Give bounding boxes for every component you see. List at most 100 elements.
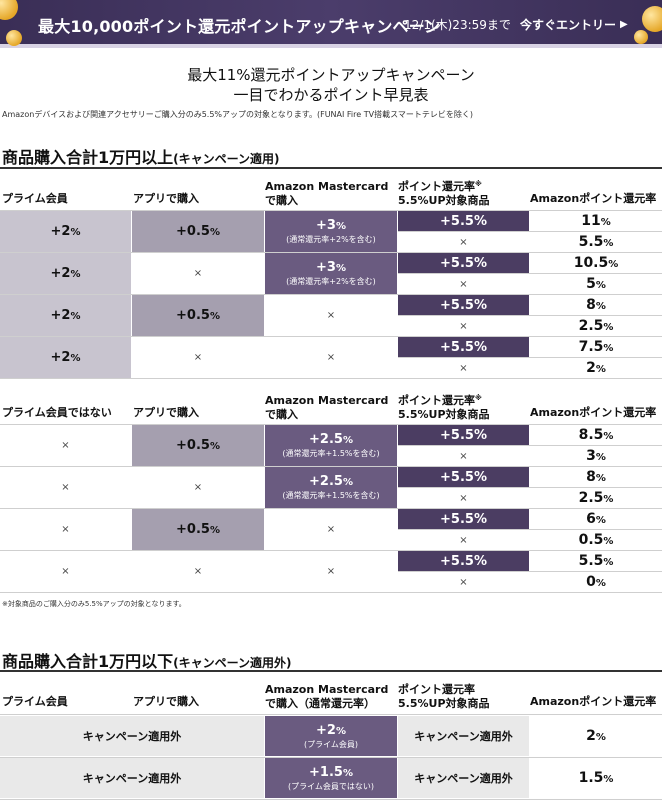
prime-cell-unit: %: [70, 227, 81, 238]
amazon-rate-cell: 7.5%: [530, 337, 662, 357]
app-cell-number: +0.5: [176, 308, 210, 323]
mastercard-cell-unit: %: [342, 767, 353, 779]
amazon-rate-value: 8.5%: [579, 427, 614, 443]
cross-mark: ×: [326, 352, 336, 363]
header-point-up-line: ポイント還元率: [398, 180, 475, 193]
header-amazon-rate-line: Amazonポイント還元率: [530, 406, 657, 419]
amazon-rate-cell: 5.5%: [530, 551, 662, 571]
mastercard-cell: ×: [265, 551, 397, 592]
amazon-rate-unit: %: [595, 364, 606, 375]
cross-mark: ×: [193, 268, 203, 279]
point-up-value: +5.5%: [440, 297, 487, 313]
amazon-rate-cell: 6%: [530, 509, 662, 529]
point-up-value: +5.5%: [440, 553, 487, 569]
prime-cell-value: +2%: [51, 224, 81, 239]
amazon-rate-number: 0.5: [578, 532, 604, 548]
prime-cell: +2%: [0, 295, 131, 336]
mastercard-cell: +2.5% (通常還元率+1.5%を含む): [265, 467, 397, 508]
app-cell: ×: [132, 253, 264, 294]
row-divider: [0, 550, 662, 551]
point-up-cell: +5.5%: [398, 211, 529, 231]
campaign-banner[interactable]: 最大10,000ポイント還元ポイントアップキャンペーン 12/1(木)23:59…: [0, 0, 662, 48]
header-prime: プライム会員: [2, 695, 68, 709]
amazon-rate-number: 1.5: [578, 770, 604, 786]
row-divider: [0, 294, 662, 295]
header-app: アプリで購入: [133, 192, 199, 206]
mastercard-cell: +1.5% (プライム会員ではない): [265, 758, 397, 798]
amazon-rate-number: 10.5: [573, 255, 609, 271]
amazon-rate-number: 5.5: [578, 234, 604, 250]
header-mastercard-line: Amazon Mastercard: [265, 683, 389, 696]
point-up-none-cell: ×: [398, 530, 529, 550]
header-amazon-rate: Amazonポイント還元率: [530, 192, 656, 206]
app-cell: +0.5%: [132, 425, 264, 466]
app-cell-unit: %: [209, 441, 220, 452]
app-cell-number: +0.5: [176, 522, 210, 537]
app-cell-value: +0.5%: [176, 308, 220, 323]
entry-button-label: 今すぐエントリー: [520, 18, 617, 32]
mastercard-cell-note: (プライム会員ではない): [287, 781, 375, 791]
amazon-rate-unit: %: [595, 515, 606, 526]
amazon-rate-cell: 2%: [530, 716, 662, 756]
prime-cell-value: +2%: [51, 350, 81, 365]
header-point-up: ポイント還元率 5.5%UP対象商品: [398, 683, 490, 711]
cross-mark: ×: [459, 576, 468, 588]
point-up-none-cell: ×: [398, 488, 529, 508]
header-divider: [0, 424, 662, 425]
banner-title: 最大10,000ポイント還元ポイントアップキャンペーン: [38, 17, 441, 36]
amazon-rate-value: 5.5%: [579, 553, 614, 569]
amazon-rate-number: 2.5: [578, 318, 604, 334]
cross-mark: ×: [459, 534, 468, 546]
amazon-rate-unit: %: [608, 259, 619, 270]
header-mastercard: Amazon Mastercard で購入: [265, 180, 388, 208]
mastercard-cell: ×: [265, 337, 397, 378]
cross-mark: ×: [459, 320, 468, 332]
point-up-none-cell: ×: [398, 232, 529, 252]
mastercard-cell-number: +2.5: [309, 474, 343, 489]
excluded-cell: キャンペーン適用外: [398, 716, 529, 756]
mastercard-cell: +2% (プライム会員): [265, 716, 397, 756]
mastercard-cell-note: (プライム会員): [303, 739, 359, 749]
mastercard-cell-unit: %: [342, 435, 353, 446]
mastercard-cell-number: +3: [316, 218, 336, 233]
section2-subtitle: (キャンペーン適用外): [173, 656, 292, 670]
header-point-up-line: ポイント還元率: [398, 394, 475, 407]
entry-button[interactable]: 今すぐエントリー ▶: [520, 16, 628, 33]
point-up-value: +5.5%: [440, 339, 487, 355]
cross-mark: ×: [193, 352, 203, 363]
header-amazon-rate: Amazonポイント還元率: [530, 695, 656, 709]
header-prime-line: プライム会員: [2, 192, 68, 205]
header-app-line: アプリで購入: [133, 695, 199, 708]
prime-cell: ×: [0, 551, 131, 592]
header-prime: プライム会員ではない: [2, 406, 112, 420]
cross-mark: ×: [459, 278, 468, 290]
header-point-up-line: 5.5%UP対象商品: [398, 697, 490, 710]
amazon-rate-value: 2.5%: [579, 318, 614, 334]
header-app-line: アプリで購入: [133, 192, 199, 205]
coin-icon: [0, 0, 18, 20]
amazon-rate-unit: %: [603, 431, 614, 442]
section2-title-text: 商品購入合計1万円以下: [2, 652, 174, 671]
app-cell: ×: [132, 551, 264, 592]
amazon-rate-unit: %: [595, 578, 606, 589]
mastercard-cell-note: (通常還元率+1.5%を含む): [282, 449, 380, 458]
mastercard-cell-unit: %: [342, 477, 353, 488]
amazon-rate-value: 5%: [586, 276, 606, 292]
app-cell: ×: [132, 337, 264, 378]
app-cell-unit: %: [209, 525, 220, 536]
header-mastercard-line: で購入: [265, 194, 298, 207]
amazon-rate-number: 5.5: [578, 553, 604, 569]
excluded-cell: キャンペーン適用外: [398, 758, 529, 798]
amazon-rate-cell: 0.5%: [530, 530, 662, 550]
mastercard-cell-value: +2.5%: [309, 474, 353, 489]
app-cell: +0.5%: [132, 509, 264, 550]
header-amazon-rate-line: Amazonポイント還元率: [530, 695, 657, 708]
amazon-rate-number: 8.5: [578, 427, 604, 443]
amazon-rate-value: 5.5%: [579, 234, 614, 250]
amazon-rate-value: 2%: [586, 728, 606, 744]
excluded-label: キャンペーン適用外: [414, 730, 513, 743]
point-up-cell: +5.5%: [398, 337, 529, 357]
amazon-rate-cell: 5%: [530, 274, 662, 294]
amazon-rate-cell: 8%: [530, 295, 662, 315]
cross-mark: ×: [61, 482, 70, 493]
